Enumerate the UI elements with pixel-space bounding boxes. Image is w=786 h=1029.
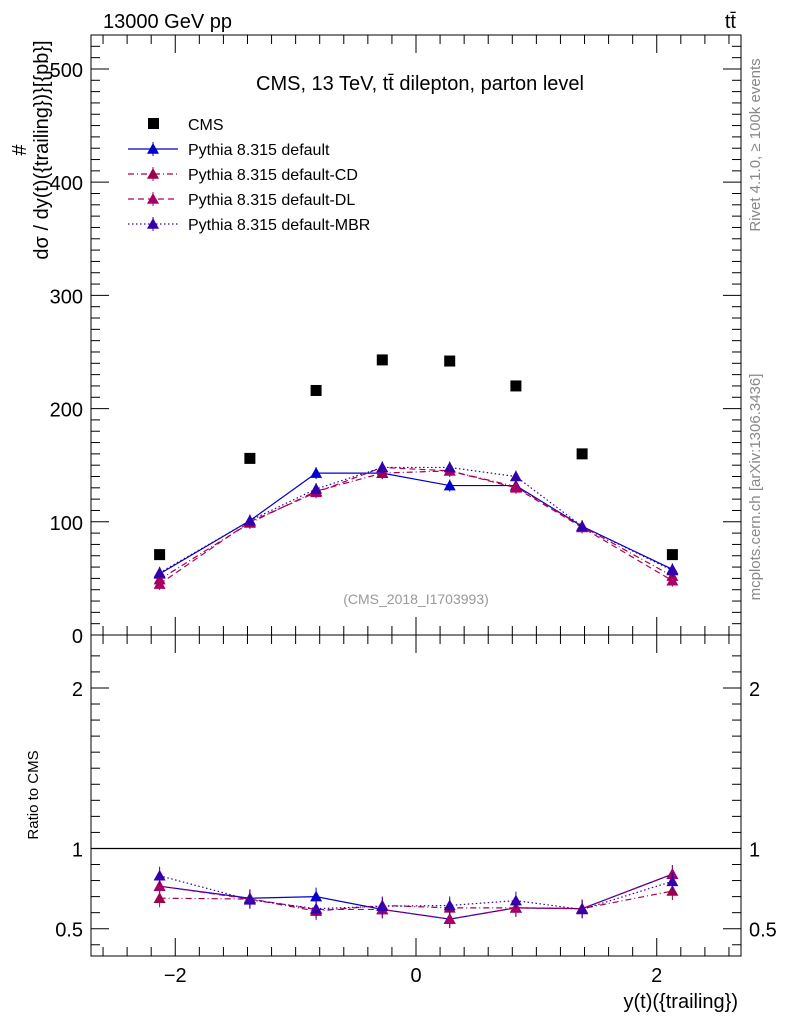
legend-marker <box>147 168 159 179</box>
rivet-version-label: Rivet 4.1.0, ≥ 100k events <box>747 58 764 231</box>
cms-data-point <box>154 549 166 561</box>
ratio-y-tick-label-left: 2 <box>72 679 83 701</box>
cms-data-point <box>310 384 322 396</box>
ratio-point-pythia-8-315-default-mbr <box>666 875 679 887</box>
ratio-y-tick-label-left: 1 <box>72 839 83 861</box>
series-line-pythia-8-315-default <box>159 472 673 575</box>
ratio-y-tick-label-right: 0.5 <box>749 920 777 942</box>
ratio-line-pythia-8-315-default <box>159 873 673 920</box>
series-line-pythia-8-315-default-mbr <box>159 466 673 574</box>
ratio-line-pythia-8-315-default-mbr <box>159 875 673 911</box>
ratio-point-pythia-8-315-default-dl <box>443 913 456 924</box>
legend-marker-cms <box>148 118 159 129</box>
ratio-axis-ticks: 0.5 0.5 1 1 2 2 −2 0 2 <box>55 635 777 987</box>
ratio-point-pythia-8-315-default-mbr <box>509 894 522 906</box>
ratio-point-pythia-8-315-default-mbr <box>576 903 589 915</box>
ratio-point-pythia-8-315-default-cd <box>153 892 166 904</box>
y-tick-label: 300 <box>50 286 83 308</box>
legend-label: Pythia 8.315 default-CD <box>188 167 358 184</box>
series-point-pythia-8-315-default-dl <box>666 574 679 586</box>
series-point-pythia-8-315-default-mbr <box>443 461 456 473</box>
ratio-series-group <box>153 865 679 929</box>
svg-text:dσ / dy(t)({trailing})}[{pb}]: dσ / dy(t)({trailing})}[{pb}] <box>31 40 53 259</box>
main-series-group <box>153 354 679 591</box>
ratio-point-pythia-8-315-default-mbr <box>310 902 323 914</box>
series-point-pythia-8-315-default-mbr <box>576 520 589 532</box>
legend: CMS Pythia 8.315 default Pythia 8.315 defa… <box>128 117 370 234</box>
legend-marker <box>147 193 159 204</box>
x-tick-label: 0 <box>410 965 421 987</box>
process-label: tt̄ <box>725 11 737 33</box>
legend-marker <box>147 143 159 154</box>
y-tick-label: 0 <box>72 626 83 648</box>
ratio-point-pythia-8-315-default <box>310 890 323 902</box>
series-point-pythia-8-315-default-dl <box>509 481 522 493</box>
cms-data-point <box>576 448 588 460</box>
y-tick-label: 200 <box>50 400 83 422</box>
ratio-y-tick-label-right: 1 <box>749 839 760 861</box>
x-tick-label: −2 <box>164 965 187 987</box>
series-point-pythia-8-315-default-mbr <box>243 514 256 526</box>
ratio-point-pythia-8-315-default-mbr <box>153 869 166 881</box>
series-point-pythia-8-315-default-mbr <box>509 470 522 482</box>
cms-data-point <box>376 354 388 366</box>
cms-data-point <box>244 452 256 464</box>
legend-label: Pythia 8.315 default-MBR <box>188 217 370 234</box>
cms-data-point <box>666 549 678 561</box>
y-tick-label: 500 <box>50 60 83 82</box>
source-label: mcplots.cern.ch [arXiv:1306.3436] <box>747 374 764 601</box>
svg-text:#: # <box>9 144 31 156</box>
ratio-point-pythia-8-315-default-cd <box>666 884 679 896</box>
legend-marker <box>147 218 159 229</box>
cms-data-point <box>510 380 522 392</box>
series-point-pythia-8-315-default-mbr <box>376 461 389 473</box>
main-axis-ticks: 0 100 200 300 400 500 <box>50 35 741 648</box>
x-axis-label: y(t)({trailing}) <box>624 991 738 1013</box>
ratio-point-pythia-8-315-default-mbr <box>243 893 256 905</box>
series-line-pythia-8-315-default-dl <box>159 466 673 585</box>
main-plot-title: CMS, 13 TeV, tt̄ dilepton, parton level <box>256 73 584 95</box>
series-point-pythia-8-315-default-dl <box>153 578 166 589</box>
series-point-pythia-8-315-default-mbr <box>310 482 323 494</box>
ratio-point-pythia-8-315-default-dl <box>153 880 166 891</box>
series-point-pythia-8-315-default <box>443 479 456 491</box>
ratio-point-pythia-8-315-default-mbr <box>443 899 456 911</box>
legend-label: CMS <box>188 117 224 134</box>
ratio-point-pythia-8-315-default-mbr <box>376 900 389 912</box>
analysis-annotation: (CMS_2018_I1703993) <box>343 591 489 607</box>
main-y-axis-label: # dσ / dy(t)({trailing})}[{pb}] <box>9 40 53 259</box>
energy-label: 13000 GeV pp <box>103 11 232 33</box>
cms-data-point <box>444 355 456 367</box>
legend-label: Pythia 8.315 default-DL <box>188 192 355 209</box>
y-tick-label: 400 <box>50 173 83 195</box>
series-point-pythia-8-315-default-mbr <box>666 564 679 576</box>
series-point-pythia-8-315-default <box>310 467 323 478</box>
ratio-line-pythia-8-315-default-cd <box>159 890 673 912</box>
ratio-y-tick-label-right: 2 <box>749 679 760 701</box>
ratio-y-axis-label: Ratio to CMS <box>25 750 42 839</box>
legend-label: Pythia 8.315 default <box>188 142 330 159</box>
ratio-y-tick-label-left: 0.5 <box>55 920 83 942</box>
ratio-plot-frame <box>90 634 742 957</box>
series-line-pythia-8-315-default-cd <box>159 470 673 581</box>
x-tick-label: 2 <box>651 965 662 987</box>
series-point-pythia-8-315-default-mbr <box>153 566 166 578</box>
y-tick-label: 100 <box>50 513 83 535</box>
